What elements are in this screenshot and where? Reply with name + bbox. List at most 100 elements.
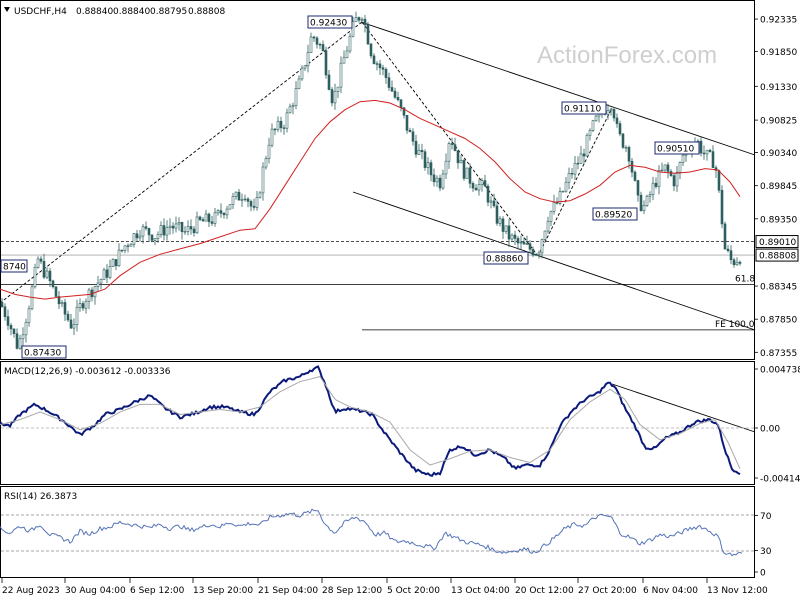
candle [99,278,103,290]
candle [699,137,703,157]
candle [234,191,238,200]
candle [87,287,91,310]
candle [468,163,472,189]
candle [3,303,7,321]
price-annotation-text: 0.89520 [595,211,632,221]
candle [231,192,235,210]
candle [528,240,532,253]
candle [219,203,223,218]
candle [657,165,661,195]
macd-y-tick-label: 0.004738 [760,366,800,376]
candle [648,191,652,203]
candle [573,155,577,180]
candle [708,148,712,153]
price-annotation: 8740 [0,259,28,273]
candle [543,230,547,241]
x-tick-label: 5 Oct 20:00 [387,586,440,596]
watermark: ActionForex.com [537,42,717,69]
candle [261,162,265,201]
candle [567,167,571,190]
rsi-line [0,508,743,557]
price-annotation: 0.91110 [561,101,607,115]
candle [195,211,199,235]
candle [15,328,19,350]
price-y-tick-label: 0.89350 [760,215,797,225]
candle [66,310,70,323]
candle [396,91,400,102]
chart-header: USDCHF,H4 0.88840 0.88840 0.88795 0.8880… [4,7,225,17]
macd-title: MACD(12,26,9) -0.003612 -0.003336 [4,367,171,377]
candle [582,148,586,164]
candle [426,157,430,175]
candle [222,212,226,219]
candle [381,64,385,76]
annotations-layer: 0.92430 0.91110 0.90510 0.89520 0.88860 0.874… [0,15,700,359]
candle [492,193,496,208]
candle [345,46,349,59]
macd-signal-line [0,376,741,470]
candle [141,223,145,244]
candle [129,242,133,247]
macd-line [0,365,741,477]
candle [237,189,241,201]
candle [327,70,331,91]
candle [726,245,730,253]
candle [471,181,475,192]
candle [153,238,157,246]
price-annotation-text: 0.91110 [564,105,601,115]
candle [411,128,415,146]
candle [642,200,646,215]
candle [447,141,451,169]
candle [252,198,256,211]
fib-61.8-label: 61.8 [735,274,755,284]
candle [228,204,232,210]
candle [285,108,289,133]
price-y-tick-label: 0.87850 [760,316,797,326]
candle [441,169,445,190]
candle [615,113,619,128]
candle [417,144,421,155]
candle [111,258,115,267]
candle [108,259,112,280]
rsi-y-tick-label: 30 [760,547,772,557]
macd-y-tick-label: 0.00 [760,425,780,435]
candle [135,229,139,242]
candle [72,318,76,335]
collapse-triangle-icon[interactable] [4,7,10,12]
price-y-tick-label: 0.89845 [760,182,797,192]
candle [9,323,13,336]
candle [420,143,424,160]
candle [630,157,634,178]
x-tick-label: 21 Sep 04:00 [258,586,318,596]
candle [483,174,487,187]
candle [645,194,649,207]
candle [315,36,319,49]
rsi-title: RSI(14) 26.3873 [4,492,77,502]
candle [12,328,16,338]
candle [357,16,361,23]
candle [489,196,493,209]
candle [735,257,739,266]
dashed-wave-line-2 [537,107,613,257]
candle [54,286,58,297]
candle [183,226,187,235]
candle [627,145,631,169]
candle [339,56,343,94]
macd-y-tick-label: -0.004144 [760,475,800,485]
candle [546,216,550,234]
candle [354,11,358,22]
candle [432,168,436,187]
candle [204,209,208,222]
candle [213,207,217,227]
ma-layer [0,99,741,300]
candle [639,191,643,212]
candle [312,35,316,42]
candle [303,65,307,71]
level-tag-text: 0.89010 [759,238,796,248]
candle [624,145,628,153]
levels-layer: 0.89010 0.88808 61.8 FE 100.0 [1,235,799,331]
candle [45,267,49,280]
candle [738,260,742,266]
candle [276,116,280,133]
current-price-text: 0.88808 [759,252,796,262]
